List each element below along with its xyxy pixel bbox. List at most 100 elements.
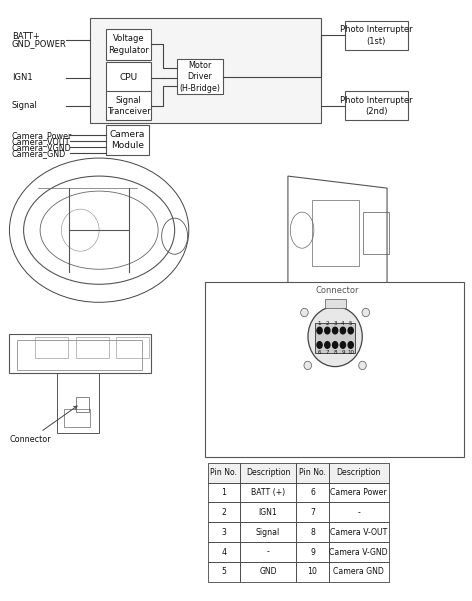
Circle shape (340, 341, 346, 348)
Bar (329, 502, 389, 522)
Text: Description: Description (246, 468, 290, 477)
Bar (325, 299, 346, 308)
Text: 3: 3 (221, 528, 226, 537)
Bar (205, 282, 464, 457)
Bar (240, 463, 296, 483)
Circle shape (340, 327, 346, 334)
Text: 4: 4 (341, 321, 345, 326)
Bar (296, 502, 329, 522)
Bar (106, 62, 151, 93)
Text: 7: 7 (326, 350, 329, 355)
Text: Camera Power: Camera Power (330, 488, 387, 497)
Bar (9, 334, 151, 373)
Text: 9: 9 (341, 350, 345, 355)
Bar (64, 409, 90, 427)
Text: Camera_VOUT: Camera_VOUT (12, 137, 70, 145)
Bar (329, 562, 389, 582)
Bar (240, 562, 296, 582)
Circle shape (325, 341, 330, 348)
Bar (208, 562, 240, 582)
Text: -: - (267, 548, 270, 557)
Text: 8: 8 (310, 528, 315, 537)
Bar (296, 463, 329, 483)
Text: IGN1: IGN1 (12, 73, 33, 82)
Bar (57, 373, 99, 433)
Bar (240, 483, 296, 502)
Text: Camera
Module: Camera Module (110, 130, 145, 150)
Bar (208, 502, 240, 522)
Text: Camera V-GND: Camera V-GND (329, 548, 388, 557)
Bar (240, 522, 296, 542)
Bar (106, 91, 151, 120)
Text: GND_POWER: GND_POWER (12, 39, 67, 47)
Text: 8: 8 (333, 350, 337, 355)
Text: Camera_VGND: Camera_VGND (12, 143, 72, 151)
Bar (177, 59, 223, 94)
Bar (296, 522, 329, 542)
Bar (312, 200, 359, 266)
Bar (116, 337, 149, 358)
Text: 6: 6 (318, 350, 321, 355)
Bar (296, 562, 329, 582)
Bar (329, 542, 389, 562)
Text: Camera GND: Camera GND (333, 567, 384, 576)
Ellipse shape (308, 307, 362, 367)
Circle shape (348, 341, 353, 348)
Bar (240, 502, 296, 522)
Bar (208, 522, 240, 542)
Circle shape (317, 341, 322, 348)
Text: Voltage
Regulator: Voltage Regulator (108, 34, 149, 55)
Ellipse shape (359, 361, 366, 370)
Bar (345, 21, 408, 50)
Text: Pin No.: Pin No. (299, 468, 326, 477)
Bar (329, 522, 389, 542)
Text: Signal: Signal (12, 102, 38, 110)
Text: CPU: CPU (119, 73, 138, 82)
Text: Connector: Connector (316, 286, 359, 294)
Text: Signal
Tranceiver: Signal Tranceiver (107, 96, 151, 116)
Bar (296, 483, 329, 502)
Ellipse shape (362, 308, 370, 317)
Text: BATT+: BATT+ (12, 32, 40, 40)
Circle shape (325, 327, 330, 334)
Text: GND: GND (259, 567, 277, 576)
Text: Signal: Signal (256, 528, 280, 537)
Bar (345, 91, 408, 120)
Circle shape (332, 327, 338, 334)
Text: 3: 3 (333, 321, 337, 326)
Bar (17, 340, 142, 370)
Text: Description: Description (337, 468, 381, 477)
Text: 7: 7 (310, 508, 315, 517)
Text: Connector: Connector (9, 406, 77, 444)
Ellipse shape (304, 361, 312, 370)
Text: 2: 2 (221, 508, 226, 517)
Text: 5: 5 (221, 567, 226, 576)
Text: 6: 6 (310, 488, 315, 497)
Circle shape (332, 341, 338, 348)
Text: Camera_GND: Camera_GND (12, 149, 66, 157)
Text: 4: 4 (221, 548, 226, 557)
Text: Camera V-OUT: Camera V-OUT (330, 528, 388, 537)
Text: -: - (357, 508, 360, 517)
Bar (296, 542, 329, 562)
Text: Motor
Driver
(H-Bridge): Motor Driver (H-Bridge) (180, 61, 220, 93)
Bar (90, 18, 321, 123)
Text: Photo Interrupter
(2nd): Photo Interrupter (2nd) (340, 96, 413, 116)
Ellipse shape (301, 308, 308, 317)
Bar (208, 463, 240, 483)
Text: Camera_Power: Camera_Power (12, 131, 72, 139)
Bar (35, 337, 68, 358)
Circle shape (317, 327, 322, 334)
Text: Photo Interrupter
(1st): Photo Interrupter (1st) (340, 25, 413, 46)
Bar (363, 212, 389, 254)
Bar (208, 483, 240, 502)
Bar (329, 483, 389, 502)
Bar (106, 125, 149, 155)
Bar (240, 542, 296, 562)
Text: BATT (+): BATT (+) (251, 488, 285, 497)
Text: 1: 1 (221, 488, 226, 497)
Bar (315, 323, 355, 353)
Bar (106, 29, 151, 60)
Text: 5: 5 (349, 321, 353, 326)
Text: IGN1: IGN1 (259, 508, 278, 517)
